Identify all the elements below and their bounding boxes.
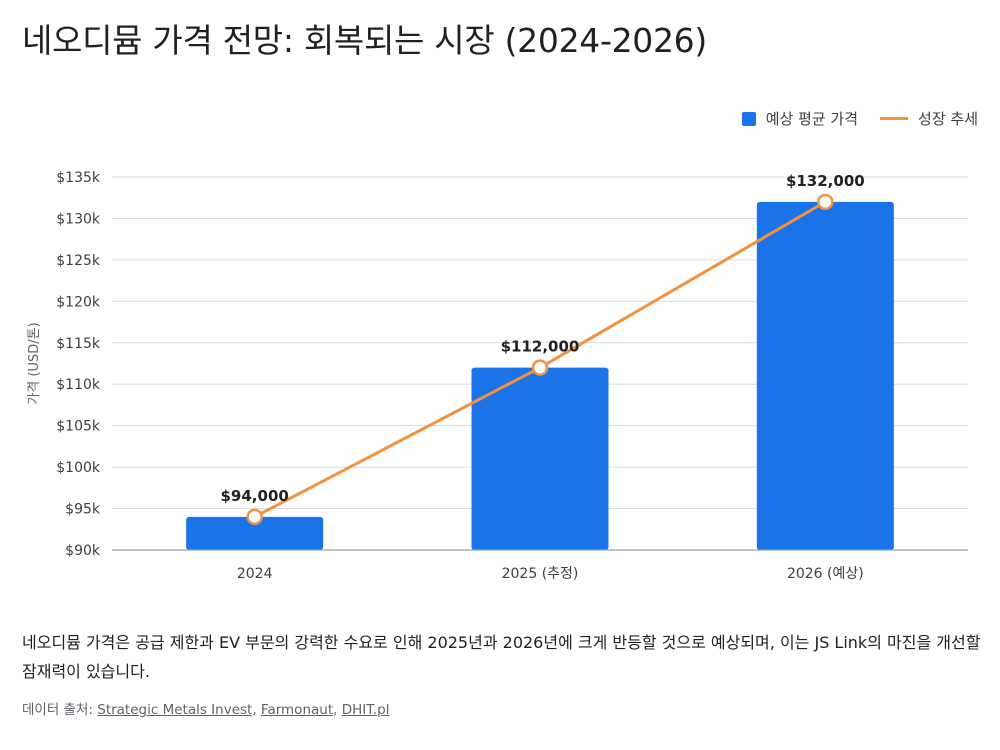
y-tick-label: $125k (56, 253, 101, 269)
chart-title: 네오디뮴 가격 전망: 회복되는 시장 (2024-2026) (22, 21, 707, 60)
bar (756, 201, 894, 550)
legend-item-bar: 예상 평균 가격 (741, 108, 859, 129)
chart-area: $90k $95k $100k $105k $110k $115k $120k $125k $1… (27, 170, 968, 582)
y-tick-label: $135k (56, 170, 101, 186)
x-tick-label: 2026 (예상) (787, 566, 864, 582)
y-tick-label: $120k (56, 294, 101, 310)
data-source: 데이터 출처: Strategic Metals Invest, Farmona… (22, 702, 390, 718)
data-label: $132,000 (786, 172, 865, 190)
y-axis-title: 가격 (USD/톤) (27, 322, 42, 404)
legend-bar-label: 예상 평균 가격 (765, 110, 859, 128)
chart-note: 네오디뮴 가격은 공급 제한과 EV 부문의 강력한 수요로 인해 2025년과… (22, 633, 981, 681)
legend-item-line: 성장 추세 (880, 108, 978, 129)
legend-line-swatch (880, 117, 909, 120)
legend-bar-swatch (741, 111, 756, 126)
trend-point (531, 359, 549, 376)
trend-point (246, 508, 263, 526)
y-tick-label: $105k (56, 419, 101, 435)
source-link-strategic-metals[interactable]: Strategic Metals Invest (97, 702, 253, 718)
y-tick-label: $100k (56, 460, 101, 476)
source-link-farmonaut[interactable]: Farmonaut (260, 702, 334, 718)
legend-line-label: 성장 추세 (918, 110, 978, 128)
legend: 예상 평균 가격 성장 추세 (720, 108, 978, 129)
data-label: $112,000 (501, 338, 580, 356)
y-tick-label: $115k (56, 336, 101, 352)
trend-point (817, 193, 834, 211)
source-link-dhit[interactable]: DHIT.pl (341, 702, 390, 718)
x-tick-label: 2024 (237, 566, 273, 582)
y-tick-label: $110k (56, 377, 101, 393)
bar (186, 516, 324, 550)
y-tick-label: $95k (65, 502, 101, 518)
y-tick-label: $90k (65, 543, 101, 559)
y-tick-label: $130k (56, 211, 101, 227)
bar (471, 367, 609, 550)
x-tick-label: 2025 (추정) (502, 566, 579, 582)
source-label: 데이터 출처: (22, 702, 93, 718)
data-label: $94,000 (221, 487, 289, 505)
